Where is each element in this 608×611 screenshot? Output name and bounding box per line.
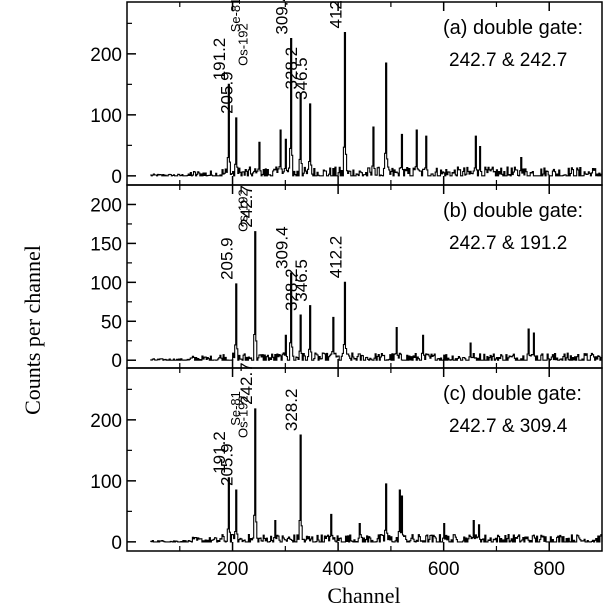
spectrum-line [150,31,603,177]
peak-source-label: Os-192 [236,395,251,438]
peak-label: 205.9 [218,237,237,280]
y-tick-label: 200 [90,411,122,432]
y-tick-label: 150 [90,234,122,255]
y-tick-label: 100 [90,106,122,127]
peak-label: 242.7 [237,362,256,405]
y-tick-label: 0 [111,351,122,372]
y-tick-label: 50 [101,312,122,333]
peak-label: 205.9 [218,443,237,486]
panel-title-line2: 242.7 & 191.2 [449,233,567,254]
panel-title-line2: 242.7 & 242.7 [449,50,567,71]
peak-label: 309.4 [272,0,291,35]
y-axis-title: Counts per channel [20,245,45,415]
peak-label: 346.5 [292,259,311,302]
y-tick-label: 100 [90,472,122,493]
peak-source-label: Se-81 [228,391,243,426]
panel-title-line1: (c) double gate: [443,383,582,405]
peak-label: 412.2 [327,236,346,279]
peak-label: 309.4 [272,226,291,269]
peak-label: 412.2 [327,0,346,29]
peak-source-label: Os-192 [236,189,251,232]
panel-a: 0 100 200 191.2 Se-81 205.9 Os-192 309.4 328.234… [90,0,603,188]
panel-frame [126,367,603,552]
peak-source-label: Os-192 [236,23,251,66]
panel-title-line2: 242.7 & 309.4 [449,416,568,437]
y-tick-label: 0 [111,533,122,554]
peak-label: 346.5 [292,57,311,100]
y-tick-label: 0 [111,167,122,188]
peak-source-label: Se-81 [228,0,243,32]
y-tick-label: 100 [90,273,122,294]
peak-label: 242.7 [237,185,256,228]
panel-title-line1: (b) double gate: [443,200,583,222]
peak-label: 205.9 [218,71,237,114]
spectrum-line [150,408,603,543]
x-tick-label: 400 [322,559,354,580]
x-axis-title: Channel [327,583,400,608]
x-tick-label: 800 [533,559,565,580]
peak-label: 191.2 [210,431,229,474]
x-tick-label: 200 [217,559,249,580]
panel-title-line1: (a) double gate: [443,17,583,39]
peak-label: 191.2 [210,38,229,81]
y-tick-label: 200 [90,195,122,216]
peak-label: 328.2 [282,268,301,311]
peak-label: 328.2 [282,389,301,432]
peak-label: 328.2 [282,47,301,90]
x-tick-label: 600 [428,559,460,580]
spectrum-line [150,231,603,361]
y-tick-label: 200 [90,45,122,66]
panel-c: 0 100 200 200 400 600 800 191.2 Se-81 205.9 Os-192… [90,362,603,580]
